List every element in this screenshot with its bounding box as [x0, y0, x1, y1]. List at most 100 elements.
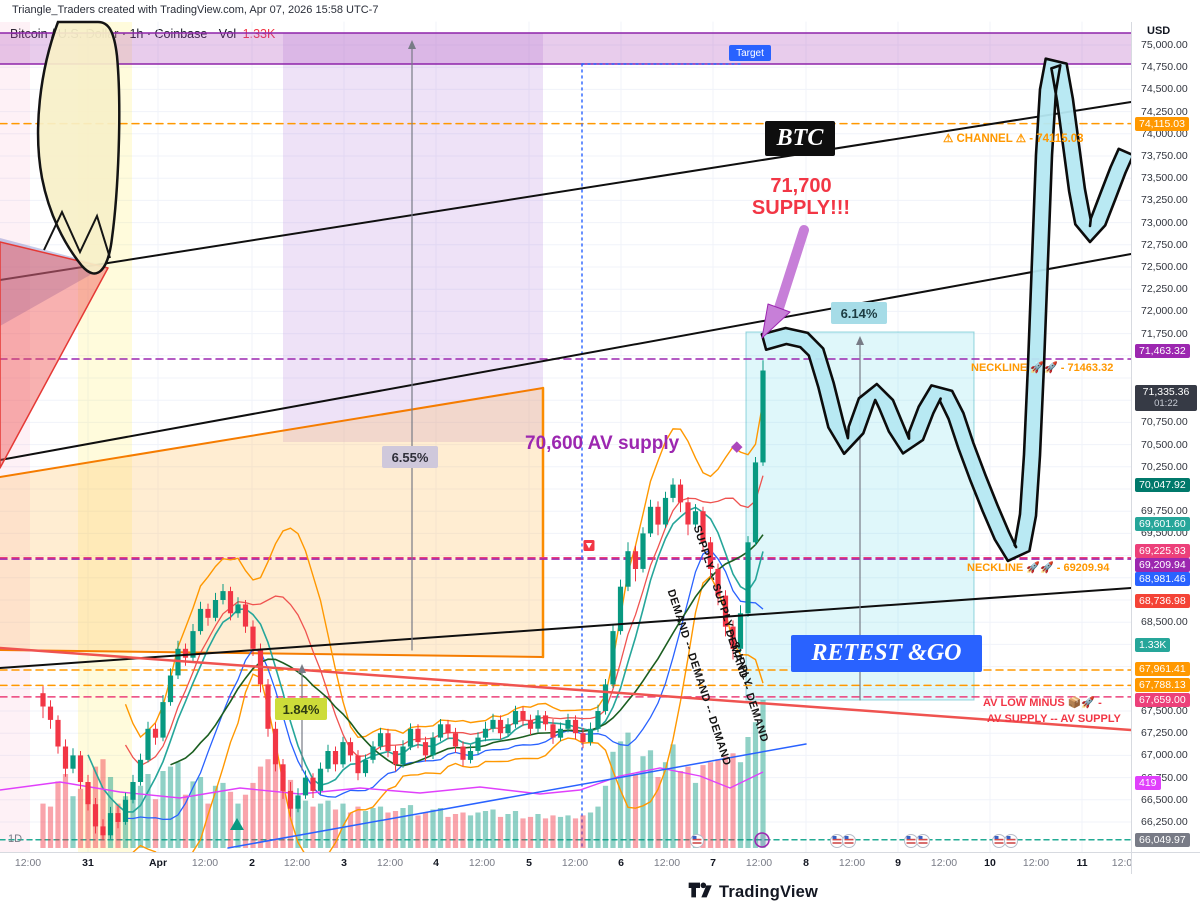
time-label: 8 — [803, 857, 809, 869]
channel-level-label[interactable]: ⚠ CHANNEL ⚠ - 74115.03 — [943, 133, 1084, 145]
time-label: 3 — [341, 857, 347, 869]
volume-label: Vol — [219, 27, 236, 41]
measure-label-655[interactable]: 6.55% — [382, 446, 438, 468]
tradingview-logo-icon — [688, 879, 712, 906]
time-label: Apr — [148, 857, 168, 869]
markers-layer — [230, 540, 1018, 848]
av-low-minus-label[interactable]: AV LOW MINUS 📦🚀 - — [983, 697, 1102, 709]
price-tick: 71,750.00 — [1141, 327, 1188, 340]
time-label: 12:00 — [468, 857, 496, 869]
trendlines-layer — [0, 101, 1133, 849]
neckline-upper-label[interactable]: NECKLINE 🚀🚀 - 71463.32 — [971, 362, 1114, 374]
time-label: 12:00 — [653, 857, 681, 869]
price-tick: 67,250.00 — [1141, 727, 1188, 740]
time-label: 10 — [984, 857, 996, 869]
time-label: 12:0 — [1111, 857, 1133, 869]
price-tick: 73,750.00 — [1141, 150, 1188, 162]
currency-label: USD — [1147, 25, 1171, 37]
price-tick: 68,500.00 — [1141, 616, 1188, 629]
time-label: 12:00 — [283, 857, 311, 869]
price-tick: 70,500.00 — [1141, 438, 1188, 451]
price-tick: 67,500.00 — [1141, 705, 1188, 717]
tradingview-brand-name: TradingView — [719, 883, 819, 901]
tradingview-brand[interactable]: TradingView — [688, 879, 818, 906]
price-tick: 73,000.00 — [1141, 216, 1188, 229]
neckline-lower-label[interactable]: NECKLINE 🚀🚀 - 69209.94 — [967, 562, 1110, 574]
price-badge: 67,659.00 — [1135, 692, 1190, 707]
time-label: 12:00 — [376, 857, 404, 869]
price-badge: 68,736.98 — [1135, 594, 1190, 609]
violet-zone — [283, 33, 543, 442]
target-badge[interactable]: Target — [729, 45, 771, 61]
supply-callout[interactable]: 71,700 SUPPLY!!! — [733, 175, 869, 219]
price-badge: 74,115.03 — [1135, 116, 1189, 131]
price-axis[interactable]: USD 75,000.00 74,750.00 74,500.00 74,250.00… — [1131, 22, 1200, 852]
price-tick: 72,000.00 — [1141, 305, 1188, 318]
price-badge: 66,049.97 — [1135, 832, 1190, 847]
price-tick: 75,000.00 — [1141, 39, 1188, 51]
time-label: 11 — [1076, 857, 1088, 869]
retest-and-go-label[interactable]: RETEST &GO — [791, 635, 982, 672]
time-label: 12:00 — [191, 857, 219, 869]
price-badge: 67,788.13 — [1135, 678, 1190, 693]
av-supply-line-label[interactable]: AV SUPPLY -- AV SUPPLY — [987, 713, 1121, 725]
price-tick: 74,250.00 — [1141, 105, 1188, 118]
guides-layer — [581, 63, 745, 847]
price-tick: 67,000.00 — [1141, 749, 1188, 762]
diamond-icon: ◆ — [731, 438, 743, 455]
hand-drawings-layer — [0, 20, 121, 469]
price-badge: 1.33K — [1135, 638, 1171, 652]
time-label: 7 — [710, 857, 716, 869]
measure-label-614[interactable]: 6.14% — [831, 302, 887, 324]
price-tick: 74,500.00 — [1141, 83, 1188, 96]
last-price-badge: 71,335.36 01:22 — [1135, 385, 1197, 411]
price-tick: 72,500.00 — [1141, 261, 1188, 273]
interval-note: 1D — [8, 833, 23, 845]
supply-callout-price: 71,700 — [770, 175, 832, 197]
price-badge: 67,961.41 — [1135, 662, 1190, 677]
last-price-value: 71,335.36 — [1142, 386, 1190, 398]
supply-callout-text: SUPPLY!!! — [751, 197, 851, 219]
time-label: 12:00 — [838, 857, 866, 869]
time-label: 9 — [895, 857, 901, 869]
time-label: 12:00 — [745, 857, 773, 869]
price-badge: 419 — [1135, 776, 1161, 790]
snapshot-watermark: Triangle_Traders created with TradingVie… — [12, 4, 379, 16]
time-label: 5 — [526, 857, 532, 869]
price-tick: 73,250.00 — [1141, 194, 1188, 207]
time-label: 12:00 — [1022, 857, 1050, 869]
price-tick: 73,500.00 — [1141, 172, 1188, 185]
price-badge: 69,225.93 — [1135, 543, 1190, 558]
volume-value: 1.33K — [243, 27, 276, 41]
price-tick: 66,250.00 — [1141, 816, 1188, 828]
price-tick: 66,500.00 — [1141, 793, 1188, 806]
time-label: 2 — [249, 857, 255, 869]
btc-label-box[interactable]: BTC — [765, 121, 835, 156]
price-tick: 72,750.00 — [1141, 238, 1188, 251]
av-supply-callout[interactable]: 70,600 AV supply — [525, 433, 680, 454]
price-tick: 70,750.00 — [1141, 416, 1188, 429]
price-badge: 68,981.46 — [1135, 572, 1190, 587]
price-badge: 69,601.60 — [1135, 517, 1190, 532]
axis-corner — [1131, 852, 1200, 874]
purple-target-band — [0, 33, 1131, 64]
volume-layer — [40, 700, 766, 848]
time-label: 31 — [82, 857, 94, 869]
price-badge: 70,047.92 — [1135, 477, 1190, 492]
candles-layer — [40, 360, 766, 840]
time-label: 12:00 — [561, 857, 589, 869]
measure-label-184[interactable]: 1.84% — [275, 698, 327, 720]
price-tick: 74,750.00 — [1141, 61, 1188, 74]
time-label: 6 — [618, 857, 624, 869]
price-badge: 71,463.32 — [1135, 344, 1190, 359]
time-label: 12:00 — [14, 857, 42, 869]
footer-bar: TradingView — [0, 874, 1200, 908]
price-tick: 72,250.00 — [1141, 283, 1188, 296]
price-tick: 70,250.00 — [1141, 460, 1188, 473]
bar-countdown: 01:22 — [1154, 398, 1178, 409]
time-label: 4 — [433, 857, 439, 869]
price-tick: 74,000.00 — [1141, 127, 1188, 140]
price-badge: 69,209.94 — [1135, 558, 1190, 573]
time-axis[interactable]: 12:00 31 Apr 12:00 2 12:00 3 12:00 4 12:00 5 12:00 6… — [0, 852, 1133, 874]
projection-path — [760, 57, 1135, 563]
